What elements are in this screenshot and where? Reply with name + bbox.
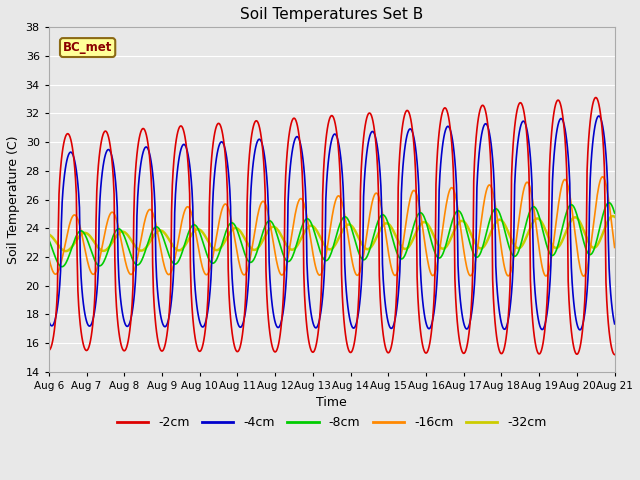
-2cm: [401, 112, 408, 118]
Line: -8cm: -8cm: [49, 203, 614, 267]
-16cm: [201, 270, 209, 276]
-16cm: [113, 219, 121, 225]
-4cm: [55, 291, 63, 297]
-16cm: [55, 267, 63, 273]
Line: -16cm: -16cm: [49, 177, 614, 276]
-32cm: [114, 231, 122, 237]
-2cm: [417, 333, 425, 338]
-32cm: [45, 231, 52, 237]
-16cm: [171, 257, 179, 263]
-16cm: [417, 214, 425, 219]
Text: BC_met: BC_met: [63, 41, 112, 54]
-8cm: [172, 261, 179, 267]
-16cm: [611, 245, 618, 251]
-8cm: [58, 264, 66, 270]
-2cm: [113, 314, 121, 320]
-4cm: [611, 321, 618, 327]
-32cm: [611, 214, 618, 220]
-32cm: [55, 243, 63, 249]
-8cm: [605, 200, 613, 205]
-2cm: [45, 348, 52, 353]
-2cm: [171, 149, 179, 155]
-8cm: [611, 210, 618, 216]
-8cm: [401, 252, 409, 257]
-4cm: [595, 113, 603, 119]
X-axis label: Time: Time: [316, 396, 347, 409]
Y-axis label: Soil Temperature (C): Soil Temperature (C): [7, 135, 20, 264]
-4cm: [113, 204, 121, 210]
-32cm: [401, 246, 409, 252]
-32cm: [418, 220, 426, 226]
-4cm: [201, 322, 209, 328]
-2cm: [55, 191, 63, 197]
-4cm: [171, 210, 179, 216]
-32cm: [202, 234, 209, 240]
Line: -2cm: -2cm: [49, 97, 614, 355]
-2cm: [201, 332, 209, 338]
-2cm: [592, 95, 600, 100]
Title: Soil Temperatures Set B: Soil Temperatures Set B: [240, 7, 423, 22]
-2cm: [611, 352, 618, 358]
-16cm: [45, 255, 52, 261]
-8cm: [45, 237, 52, 242]
-16cm: [401, 230, 408, 236]
-32cm: [62, 248, 70, 254]
Line: -4cm: -4cm: [49, 116, 614, 330]
-16cm: [580, 273, 588, 279]
-16cm: [599, 174, 607, 180]
-32cm: [172, 246, 179, 252]
-8cm: [55, 262, 63, 267]
-8cm: [114, 226, 122, 232]
-8cm: [202, 247, 209, 253]
-32cm: [609, 213, 617, 219]
-4cm: [45, 318, 52, 324]
-4cm: [401, 148, 408, 154]
-8cm: [418, 210, 426, 216]
-4cm: [417, 277, 425, 283]
Legend: -2cm, -4cm, -8cm, -16cm, -32cm: -2cm, -4cm, -8cm, -16cm, -32cm: [112, 411, 552, 434]
-4cm: [576, 327, 584, 333]
Line: -32cm: -32cm: [49, 216, 614, 251]
